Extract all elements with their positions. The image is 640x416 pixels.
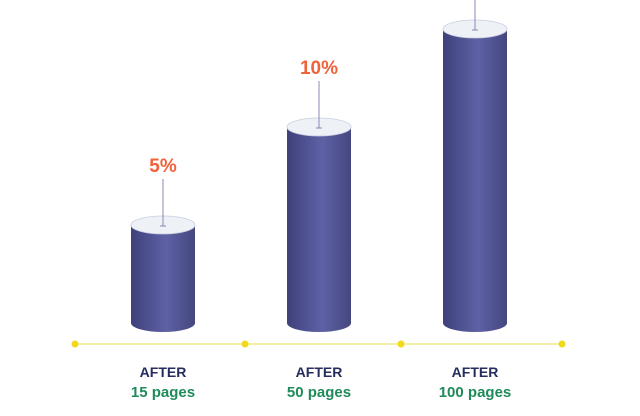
- bar-body: [287, 127, 351, 332]
- bar-2: [286, 81, 352, 332]
- bar-1: [130, 179, 196, 332]
- category-label-line1: AFTER: [140, 364, 187, 380]
- axis-dot: [71, 340, 79, 348]
- bar-3: [442, 0, 508, 332]
- bar-body: [131, 225, 195, 332]
- bars-group: [130, 0, 508, 332]
- value-label: 10%: [300, 58, 338, 79]
- bar-body: [443, 29, 507, 332]
- category-label-line2: 100 pages: [439, 384, 512, 401]
- axis-dot: [397, 340, 405, 348]
- axis-dot: [558, 340, 566, 348]
- category-label-line2: 15 pages: [131, 384, 195, 401]
- axis-dot: [241, 340, 249, 348]
- category-label-line1: AFTER: [452, 364, 499, 380]
- category-label-line1: AFTER: [296, 364, 343, 380]
- x-axis-dots: [71, 340, 566, 348]
- category-label-line2: 50 pages: [287, 384, 351, 401]
- value-label: 5%: [149, 156, 177, 177]
